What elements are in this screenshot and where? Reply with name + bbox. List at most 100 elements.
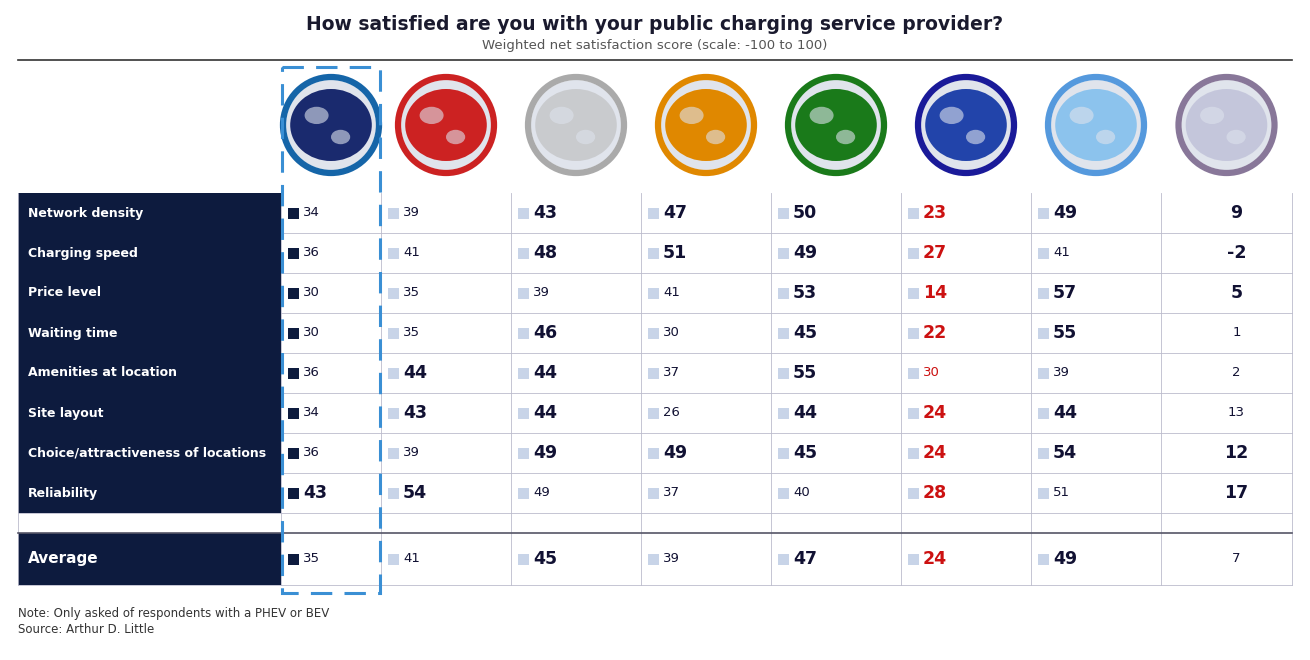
Bar (388, 447, 400, 459)
Text: 49: 49 (663, 444, 688, 462)
Bar (778, 488, 789, 498)
Bar (778, 248, 789, 259)
Ellipse shape (1055, 89, 1137, 161)
Text: 43: 43 (303, 484, 328, 502)
Ellipse shape (1096, 130, 1115, 144)
Circle shape (789, 77, 884, 173)
Text: 43: 43 (533, 204, 557, 222)
Ellipse shape (795, 89, 876, 161)
Text: Choice/attractiveness of locations: Choice/attractiveness of locations (28, 447, 266, 459)
Text: Charging speed: Charging speed (28, 246, 138, 259)
Circle shape (658, 77, 755, 173)
Text: 24: 24 (924, 404, 947, 422)
Circle shape (1048, 77, 1144, 173)
Bar (517, 554, 529, 564)
Bar (288, 488, 299, 498)
Text: 49: 49 (1053, 204, 1077, 222)
Text: 14: 14 (924, 284, 947, 302)
Ellipse shape (536, 89, 617, 161)
Text: 49: 49 (793, 244, 817, 262)
Text: 44: 44 (533, 404, 557, 422)
Text: 46: 46 (533, 324, 557, 342)
Bar (648, 407, 659, 418)
Bar (388, 327, 400, 339)
Text: 39: 39 (533, 286, 550, 300)
Bar (648, 554, 659, 564)
Text: 54: 54 (403, 484, 427, 502)
Ellipse shape (1069, 107, 1094, 124)
Text: 39: 39 (403, 207, 421, 220)
Bar (18, 193, 282, 233)
Text: 41: 41 (663, 286, 680, 300)
Circle shape (531, 80, 621, 170)
Bar (648, 248, 659, 259)
Ellipse shape (405, 89, 487, 161)
Bar (1038, 207, 1049, 218)
Text: Weighted net satisfaction score (scale: -100 to 100): Weighted net satisfaction score (scale: … (482, 38, 828, 51)
Bar (388, 554, 400, 564)
Text: 44: 44 (1053, 404, 1077, 422)
Bar (778, 447, 789, 459)
Text: 51: 51 (663, 244, 688, 262)
Bar (288, 554, 299, 564)
Text: 49: 49 (533, 444, 557, 462)
Bar (908, 407, 920, 418)
Text: Price level: Price level (28, 286, 101, 300)
Text: Network density: Network density (28, 207, 143, 220)
Text: 47: 47 (663, 204, 686, 222)
Text: 49: 49 (533, 486, 550, 500)
Text: 1: 1 (1233, 327, 1241, 339)
Bar (908, 207, 920, 218)
Circle shape (791, 80, 882, 170)
Text: Site layout: Site layout (28, 407, 103, 420)
Ellipse shape (680, 107, 703, 124)
Text: 30: 30 (303, 286, 320, 300)
Bar (908, 288, 920, 298)
Bar (388, 288, 400, 298)
Bar (778, 407, 789, 418)
Text: 22: 22 (924, 324, 947, 342)
Ellipse shape (665, 89, 747, 161)
Bar (18, 273, 282, 313)
Circle shape (283, 77, 379, 173)
Bar (18, 313, 282, 353)
Text: 24: 24 (924, 444, 947, 462)
Text: 34: 34 (303, 407, 320, 420)
Bar (1038, 488, 1049, 498)
Text: 44: 44 (533, 364, 557, 382)
Text: 17: 17 (1225, 484, 1248, 502)
Text: 45: 45 (793, 324, 817, 342)
Bar (648, 368, 659, 378)
Bar (908, 327, 920, 339)
Ellipse shape (550, 107, 574, 124)
Bar (288, 207, 299, 218)
Bar (1038, 368, 1049, 378)
Ellipse shape (925, 89, 1007, 161)
Text: 26: 26 (663, 407, 680, 420)
Bar (778, 288, 789, 298)
Bar (18, 353, 282, 393)
Circle shape (1182, 80, 1272, 170)
Circle shape (1179, 77, 1275, 173)
Bar (648, 447, 659, 459)
Bar (18, 393, 282, 433)
Ellipse shape (576, 130, 595, 144)
Ellipse shape (305, 107, 329, 124)
Bar (1038, 248, 1049, 259)
Bar (517, 207, 529, 218)
Circle shape (921, 80, 1011, 170)
Circle shape (662, 80, 751, 170)
Text: 36: 36 (303, 447, 320, 459)
Ellipse shape (836, 130, 855, 144)
Bar (908, 248, 920, 259)
Bar (288, 368, 299, 378)
Text: 41: 41 (1053, 246, 1070, 259)
Bar (517, 288, 529, 298)
Text: 36: 36 (303, 246, 320, 259)
Ellipse shape (1200, 107, 1224, 124)
Text: 36: 36 (303, 366, 320, 379)
Bar (1038, 407, 1049, 418)
Ellipse shape (419, 107, 444, 124)
Circle shape (401, 80, 491, 170)
Text: 55: 55 (1053, 324, 1077, 342)
